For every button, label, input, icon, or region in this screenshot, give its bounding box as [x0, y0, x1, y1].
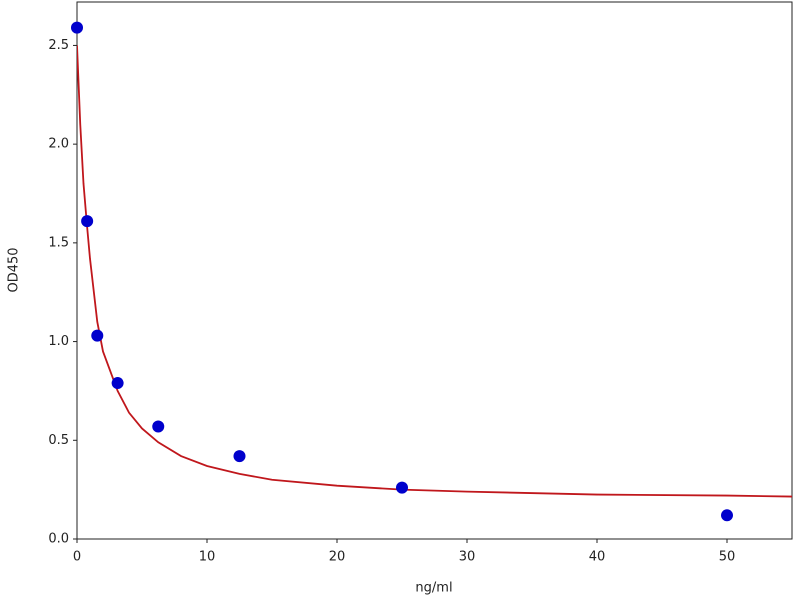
- data-point: [396, 481, 408, 494]
- x-tick-label: 30: [459, 550, 476, 565]
- y-axis-label: OD450: [7, 247, 22, 292]
- y-tick-label: 2.5: [48, 38, 69, 53]
- x-tick-label: 0: [73, 550, 81, 565]
- data-point: [91, 329, 104, 342]
- y-tick-label: 2.0: [48, 137, 69, 152]
- x-tick-label: 40: [589, 550, 606, 565]
- plot-frame: [76, 1, 793, 540]
- x-axis-label: ng/ml: [415, 581, 452, 596]
- plot-area: [77, 45, 792, 498]
- x-tick-label: 20: [329, 550, 346, 565]
- x-tick-label: 10: [199, 550, 216, 565]
- x-tick-label: 50: [719, 550, 736, 565]
- y-tick-label: 0.5: [48, 433, 69, 448]
- data-point: [233, 450, 246, 463]
- y-tick-label: 1.5: [48, 235, 69, 250]
- fit-curve: [77, 45, 792, 498]
- data-point: [111, 377, 124, 390]
- data-point: [81, 215, 94, 228]
- data-point: [721, 509, 733, 522]
- data-point: [152, 420, 165, 433]
- y-tick-label: 1.0: [48, 334, 69, 349]
- data-point: [71, 21, 83, 34]
- y-tick-label: 0.0: [48, 532, 69, 547]
